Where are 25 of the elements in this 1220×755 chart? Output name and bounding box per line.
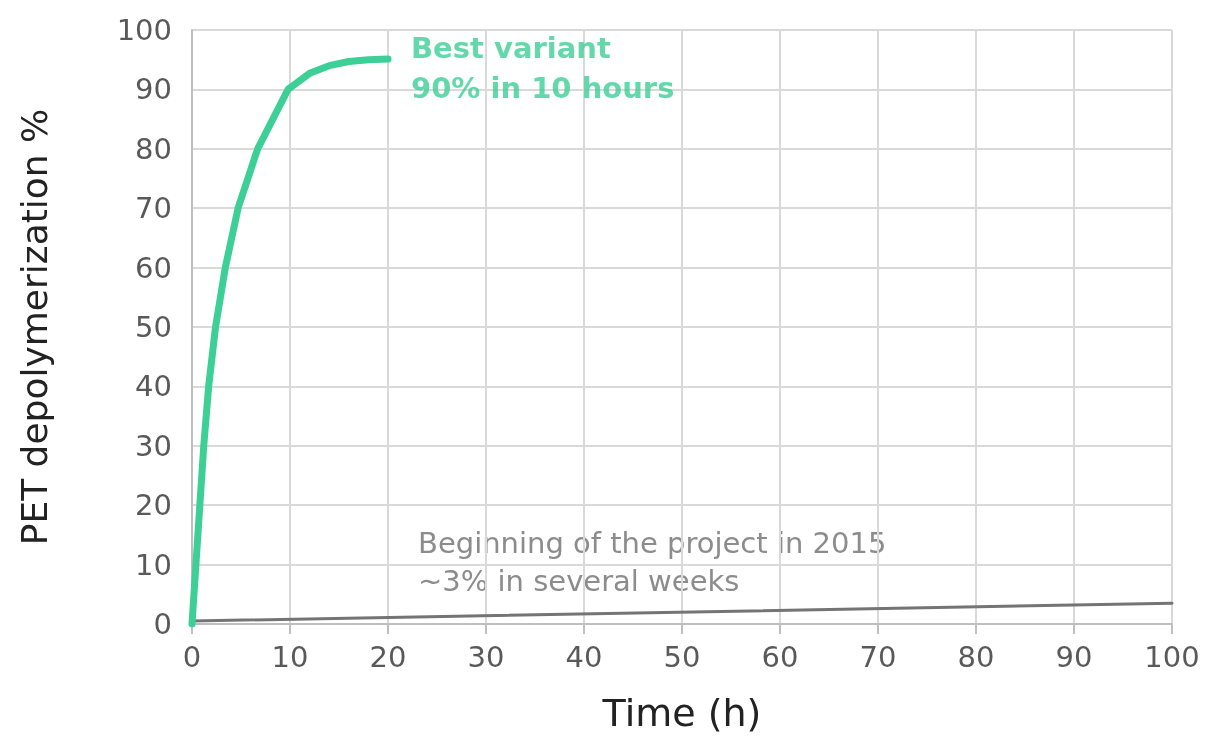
y-tick-label: 10: [135, 547, 172, 582]
y-tick-label: 90: [135, 72, 172, 107]
x-axis-title: Time (h): [601, 691, 762, 735]
y-tick-label: 80: [135, 131, 172, 166]
y-tick-label: 30: [135, 428, 172, 463]
x-tick-label: 30: [467, 639, 505, 674]
x-tick-label: 60: [761, 639, 799, 674]
y-tick-label: 20: [135, 488, 172, 523]
x-tick-label: 20: [369, 639, 407, 674]
x-tick-label: 40: [565, 639, 603, 674]
y-tick-label: 60: [135, 250, 172, 285]
x-tick-label: 70: [859, 639, 897, 674]
y-tick-label: 40: [135, 369, 172, 404]
y-tick-label: 100: [116, 13, 172, 47]
x-tick-label: 90: [1055, 639, 1093, 674]
x-tick-label: 50: [663, 639, 701, 674]
x-tick-label: 100: [1144, 639, 1200, 674]
annotation: Best variant 90% in 10 hours: [411, 30, 675, 105]
x-tick-label: 10: [271, 639, 309, 674]
x-tick-label: 0: [182, 639, 202, 674]
y-tick-label: 50: [135, 310, 172, 344]
y-tick-label: 0: [153, 607, 172, 641]
y-tick-label: 70: [135, 191, 172, 226]
y-axis-title: PET depolymerization %: [13, 108, 55, 546]
x-tick-label: 80: [957, 639, 995, 674]
